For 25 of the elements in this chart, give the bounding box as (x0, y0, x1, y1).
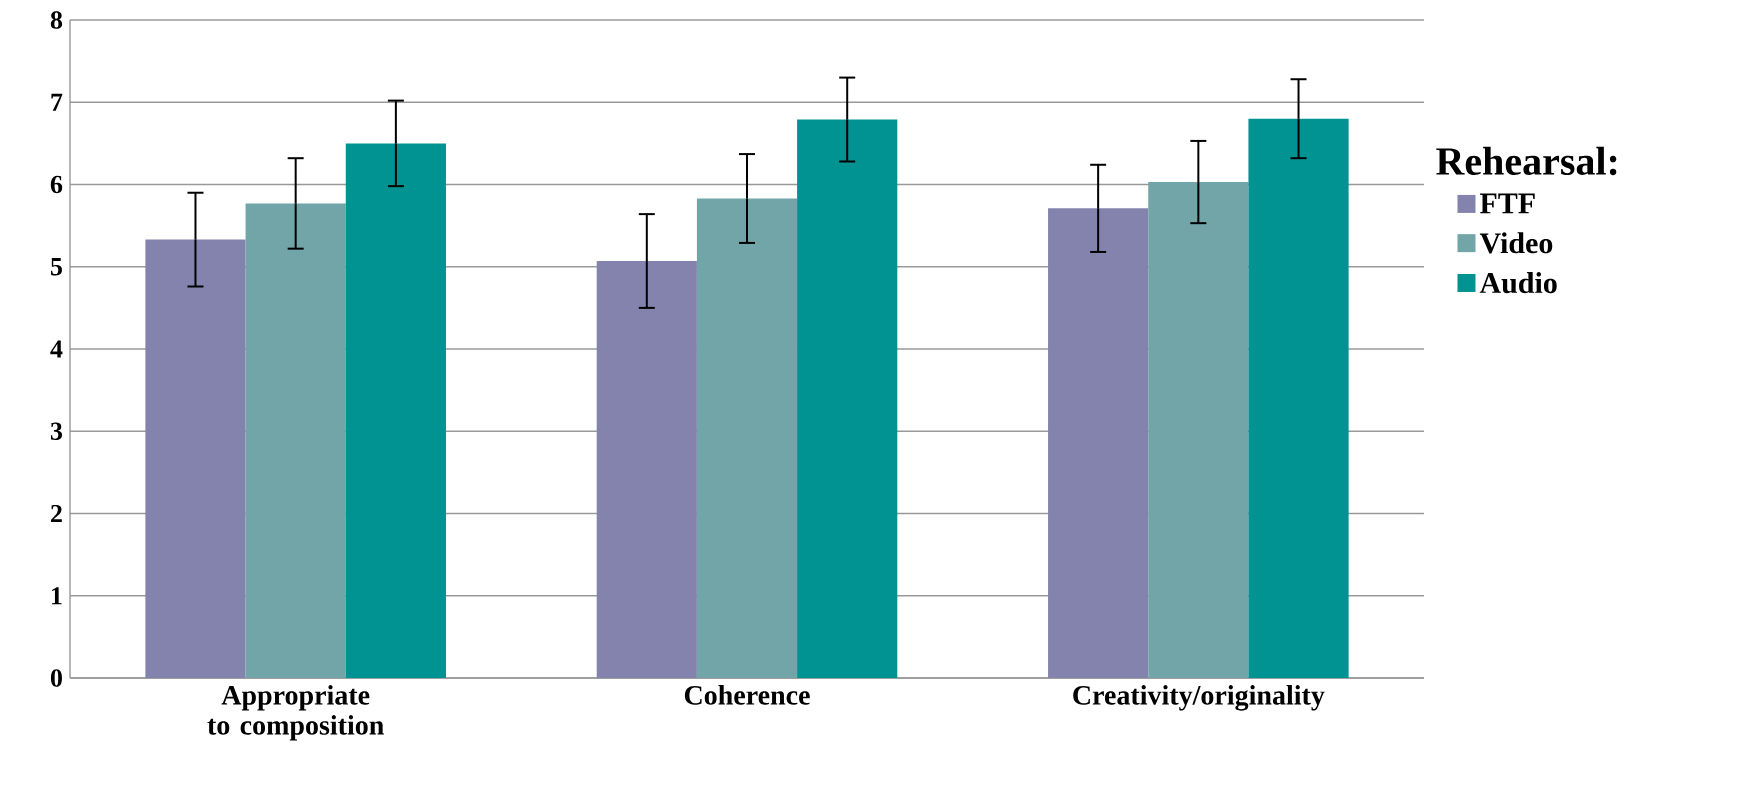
bar (245, 203, 346, 678)
y-tick-label: 2 (51, 504, 62, 523)
y-tick-label: 1 (52, 587, 62, 605)
x-tick-label: Coherence (684, 685, 810, 705)
bar (797, 119, 898, 678)
y-tick-label: 3 (50, 422, 63, 440)
y-tick-label: 6 (50, 175, 63, 194)
bar (696, 198, 798, 678)
bar (1048, 208, 1149, 678)
bar (1248, 118, 1349, 678)
x-tick-label: Creativity/originality (1073, 685, 1325, 711)
legend-label: Video (1479, 232, 1553, 254)
legend-label: Audio (1479, 272, 1557, 294)
bar (596, 261, 697, 678)
legend-label: FTF (1479, 193, 1535, 214)
bar (345, 143, 446, 678)
y-tick-label: 8 (50, 11, 63, 29)
y-tick-label: 7 (51, 93, 63, 111)
y-tick-label: 5 (50, 258, 62, 276)
y-tick-label: 0 (50, 669, 62, 687)
legend-title: Rehearsal: (1436, 146, 1617, 176)
bar (1148, 182, 1249, 678)
x-tick-label: Appropriate to composition (207, 685, 384, 741)
y-tick-label: 4 (50, 340, 63, 358)
bar (145, 239, 246, 678)
